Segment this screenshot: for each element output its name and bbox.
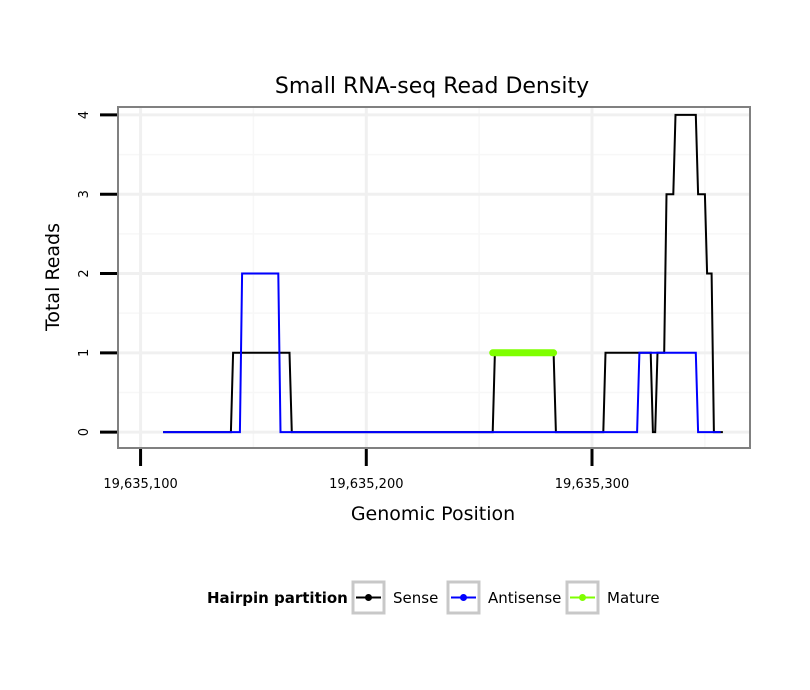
series-line-antisense: [163, 272, 721, 434]
x-axis-label: Genomic Position: [351, 503, 515, 525]
series-layer: [163, 113, 723, 434]
legend-title: Hairpin partition: [207, 589, 348, 607]
chart-title: Small RNA-seq Read Density: [275, 74, 589, 99]
legend-item-sense: Sense: [351, 580, 438, 615]
x-tick-label: 19,635,200: [329, 477, 403, 492]
legend: Hairpin partition Sense Antisense Mature: [207, 580, 660, 615]
legend-key-dot-sense: [365, 594, 372, 601]
grid-layer: [118, 107, 750, 448]
x-tick-label: 19,635,100: [103, 477, 177, 492]
legend-label-mature: Mature: [607, 589, 660, 607]
legend-item-antisense: Antisense: [446, 580, 561, 615]
plot-background: [118, 107, 750, 448]
legend-key-dot-mature: [579, 594, 586, 601]
y-tick-label: 2: [77, 269, 92, 277]
legend-item-mature: Mature: [565, 580, 660, 615]
y-tick-label: 1: [77, 349, 92, 357]
y-axis-label: Total Reads: [42, 223, 64, 332]
y-tick-label: 4: [77, 111, 92, 119]
y-tick-label: 3: [77, 190, 92, 198]
legend-label-sense: Sense: [393, 589, 438, 607]
y-axis: 0 1 2 3 4: [77, 111, 117, 436]
plot-border: [117, 106, 751, 449]
x-tick-label: 19,635,300: [555, 477, 629, 492]
legend-key-dot-antisense: [460, 594, 467, 601]
x-axis: 19,635,100 19,635,200 19,635,300: [103, 449, 629, 492]
legend-label-antisense: Antisense: [488, 589, 561, 607]
y-tick-label: 0: [77, 428, 92, 436]
